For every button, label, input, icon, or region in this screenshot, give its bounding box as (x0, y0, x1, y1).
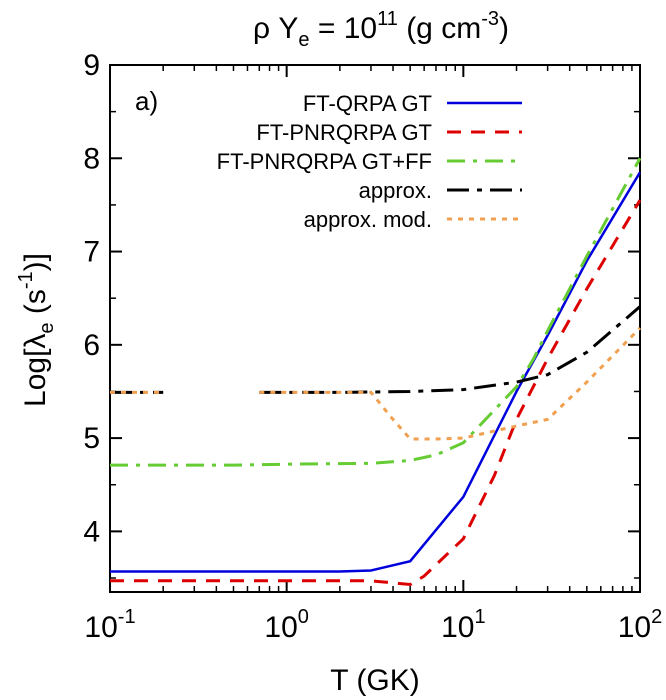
legend-label: FT-PNRQRPA GT+FF (217, 149, 432, 174)
axis-ticks: 10-1 100 101 102 4 5 6 7 8 9 (83, 49, 662, 644)
y-tick-label: 9 (83, 49, 100, 82)
series-layer (110, 157, 642, 587)
y-axis-label: Log[λe (s-1)] (15, 253, 58, 407)
x-tick-label: 101 (441, 606, 486, 644)
series-line (259, 305, 641, 394)
legend: FT-QRPA GT FT-PNRQRPA GT FT-PNRQRPA GT+FF a… (217, 91, 522, 232)
series-line (110, 157, 642, 467)
y-tick-label: 7 (83, 236, 100, 269)
series-line (110, 171, 642, 573)
y-tick-label: 5 (83, 422, 100, 455)
series-line (110, 199, 642, 587)
legend-label: FT-PNRQRPA GT (256, 120, 432, 145)
y-tick-label: 6 (83, 329, 100, 362)
legend-label: FT-QRPA GT (303, 91, 432, 116)
x-axis-label: T (GK) (330, 664, 419, 697)
legend-label: approx. mod. (304, 207, 432, 232)
y-tick-label: 4 (83, 515, 100, 548)
panel-label: a) (135, 86, 158, 116)
series-line (259, 326, 642, 441)
chart-title: ρ Ye = 1011 (g cm-3) (253, 8, 509, 51)
x-tick-label: 102 (618, 606, 663, 644)
y-tick-label: 8 (83, 142, 100, 175)
x-tick-label: 100 (264, 606, 309, 644)
legend-label: approx. (359, 178, 432, 203)
x-tick-label: 10-1 (84, 606, 135, 644)
